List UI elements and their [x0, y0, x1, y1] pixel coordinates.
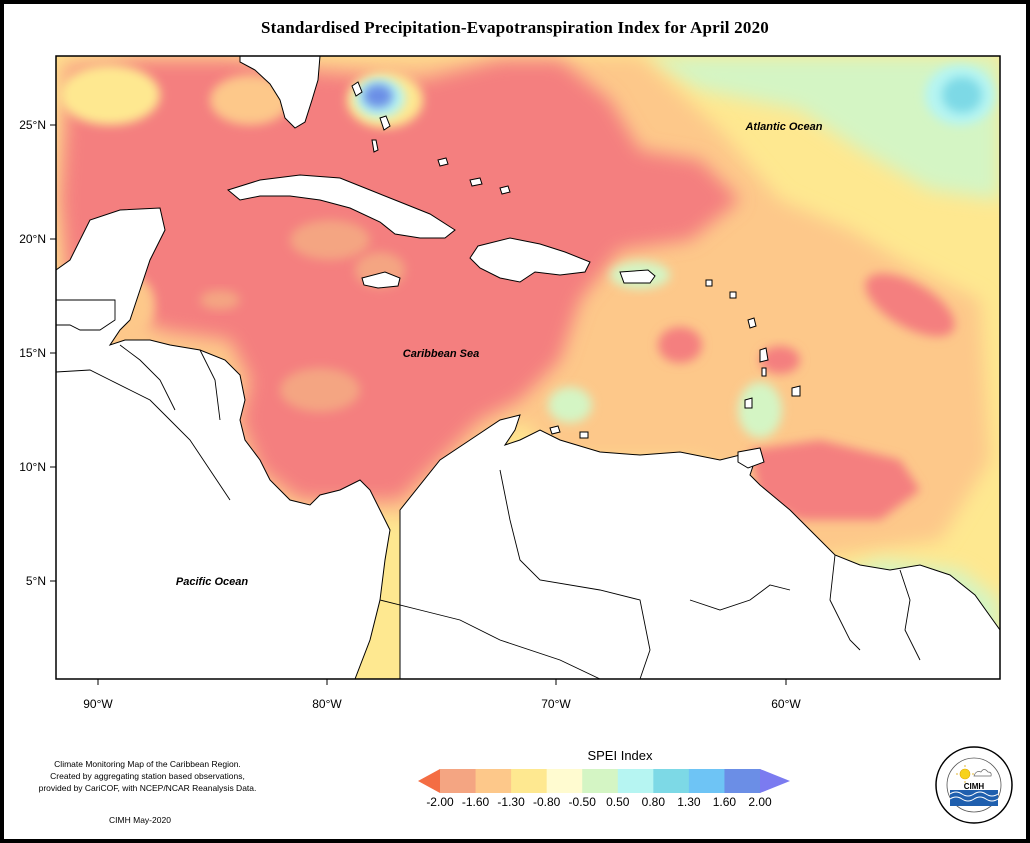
credits-date: CIMH May-2020	[109, 815, 171, 825]
legend-tick-label: -0.80	[532, 795, 561, 809]
country-borders	[56, 299, 921, 679]
credits-line-2: Created by aggregating station based obs…	[50, 771, 245, 781]
xtick-80w: 80°W	[312, 697, 342, 711]
legend-swatch	[724, 769, 761, 793]
cimh-logo: CIMH	[935, 746, 1013, 824]
legend-swatch	[546, 769, 583, 793]
florida	[239, 56, 321, 129]
legend-arrow-left	[418, 769, 440, 793]
legend-swatch	[582, 769, 619, 793]
legend-swatch	[511, 769, 548, 793]
credits-text: Climate Monitoring Map of the Caribbean …	[20, 758, 275, 794]
legend-tick-label: 1.60	[712, 795, 737, 809]
legend-colorbar	[418, 769, 790, 793]
legend-swatch	[653, 769, 690, 793]
xtick-60w: 60°W	[771, 697, 801, 711]
ytick-5n: 5°N	[25, 574, 46, 588]
ytick-10n: 10°N	[19, 460, 46, 474]
ytick-20n: 20°N	[19, 232, 46, 246]
legend-title: SPEI Index	[587, 748, 653, 763]
axis-ticks	[50, 124, 787, 685]
xtick-70w: 70°W	[541, 697, 571, 711]
ytick-15n: 15°N	[19, 346, 46, 360]
trinidad	[737, 447, 765, 469]
label-atlantic: Atlantic Ocean	[744, 121, 822, 133]
hispaniola	[469, 237, 591, 283]
legend-tick-label: -2.00	[426, 795, 454, 809]
legend-swatch	[617, 769, 654, 793]
cuba	[226, 174, 456, 239]
xtick-90w: 90°W	[83, 697, 113, 711]
legend-swatch	[475, 769, 512, 793]
legend-arrow-right	[760, 769, 790, 793]
legend-tick-label: -0.50	[568, 795, 596, 809]
map-border	[55, 55, 1001, 680]
label-pacific: Pacific Ocean	[176, 576, 248, 588]
logo-text: CIMH	[964, 782, 985, 791]
legend-tick-label: 0.80	[641, 795, 665, 809]
map-title: Standardised Precipitation-Evapotranspir…	[261, 18, 769, 37]
central-america	[56, 207, 391, 679]
legend-tick-label: 2.00	[748, 795, 772, 809]
legend-tick-label: 0.50	[606, 795, 630, 809]
credits-line-3: provided by CariCOF, with NCEP/NCAR Rean…	[38, 783, 257, 793]
credits-line-1: Climate Monitoring Map of the Caribbean …	[54, 759, 241, 769]
legend-swatch	[440, 769, 477, 793]
legend-swatch	[688, 769, 725, 793]
ytick-25n: 25°N	[19, 118, 46, 132]
label-caribbean: Caribbean Sea	[403, 348, 479, 360]
legend-tick-label: -1.30	[497, 795, 525, 809]
legend-tick-label: 1.30	[677, 795, 701, 809]
land-masses	[56, 56, 1000, 679]
legend-tick-label: -1.60	[461, 795, 490, 809]
jamaica	[361, 271, 401, 289]
puerto-rico	[619, 269, 656, 284]
